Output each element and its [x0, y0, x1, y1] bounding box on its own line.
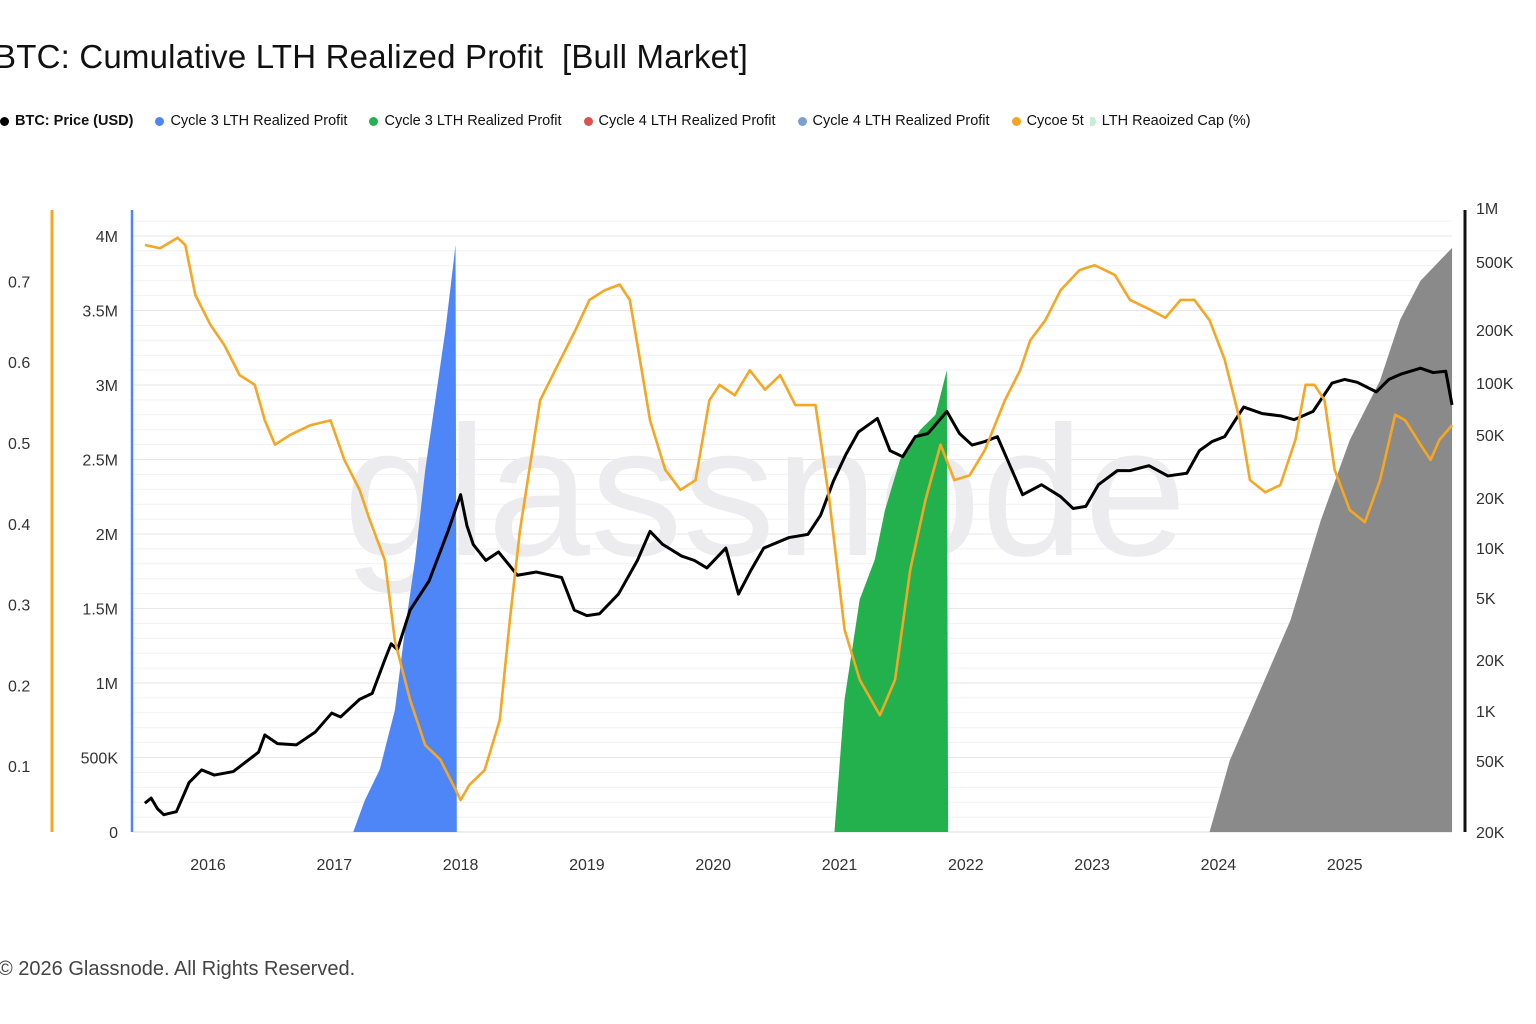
legend-item-btc-price[interactable]: BTC: Price (USD) [0, 113, 133, 129]
ratio-axis-tick-label: 0.3 [8, 598, 30, 615]
left-axis-tick-label: 500K [81, 751, 119, 768]
btc-price-line [143, 366, 1454, 817]
legend-marker [1011, 116, 1021, 126]
legend-label: Cycle 3 LTH Realized Profit [384, 113, 562, 129]
ratio-axis-tick-label: 0.2 [8, 678, 30, 695]
copyright-footer: © 2026 Glassnode. All Rights Reserved. [0, 958, 356, 980]
x-tick-label: 2025 [1327, 857, 1363, 874]
legend: BTC: Price (USD) Cycle 3 LTH Realized Pr… [0, 113, 1273, 129]
left-axis-tick-label: 4M [96, 229, 118, 246]
right-axis-tick-label: 20K [1476, 653, 1505, 670]
legend-label: Cycle 4 LTH Realized Profit [598, 113, 776, 129]
legend-item-cycle4-lightblue[interactable]: Cycle 4 LTH Realized Profit [797, 113, 990, 129]
right-axis-tick-label: 20K [1476, 491, 1505, 508]
area-series [834, 370, 949, 832]
legend-label: Cycoe 5t [1026, 113, 1084, 129]
x-tick-label: 2023 [1074, 857, 1110, 874]
right-axis-tick-label: 100K [1476, 376, 1514, 393]
legend-item-cycle3-blue[interactable]: Cycle 3 LTH Realized Profit [155, 113, 347, 129]
right-axis-tick-label: 1M [1476, 201, 1498, 218]
right-axis-tick-label: 20K [1476, 825, 1505, 842]
left-axis-tick-label: 2.5M [82, 453, 118, 470]
left-axis-tick-label: 3.5M [82, 304, 118, 321]
ratio-axis-tick-label: 0.1 [8, 759, 30, 776]
legend-marker [583, 116, 593, 126]
ratio-axis-tick-label: 0.6 [8, 355, 30, 372]
right-axis-tick-label: 500K [1476, 255, 1514, 272]
legend-item-cycle4-red[interactable]: Cycle 4 LTH Realized Profit [583, 113, 776, 129]
right-axis-tick-label: 50K [1476, 428, 1505, 445]
left-axis-tick-label: 3M [96, 378, 118, 395]
x-tick-label: 2021 [822, 857, 858, 874]
right-axis-tick-label: 10K [1476, 541, 1505, 558]
x-tick-label: 2018 [443, 857, 479, 874]
legend-marker [0, 116, 9, 126]
x-tick-label: 2020 [695, 857, 731, 874]
legend-marker [155, 116, 165, 126]
x-tick-label: 2016 [190, 857, 226, 874]
legend-label: Cycle 4 LTH Realized Profit [812, 113, 990, 129]
legend-item-cycle3-green[interactable]: Cycle 3 LTH Realized Profit [369, 113, 562, 129]
right-axis-tick-label: 5K [1476, 591, 1496, 608]
chart-title: BTC: Cumulative LTH Realized Profit [Bul… [0, 38, 748, 75]
lth-cap-line [144, 236, 1454, 802]
x-tick-label: 2022 [948, 857, 984, 874]
ratio-axis-tick-label: 0.5 [8, 436, 30, 453]
legend-label: BTC: Price (USD) [15, 113, 134, 129]
right-axis-tick-label: 200K [1476, 323, 1514, 340]
ratio-axis-tick-label: 0.7 [8, 274, 30, 291]
right-axis-tick-label: 1K [1476, 704, 1496, 721]
x-tick-label: 2019 [569, 857, 605, 874]
left-axis-tick-label: 1.5M [82, 602, 118, 619]
legend-label: Cycle 3 LTH Realized Profit [170, 113, 348, 129]
legend-marker [1089, 116, 1096, 126]
x-tick-label: 2017 [317, 857, 353, 874]
left-axis-tick-label: 1M [96, 676, 118, 693]
watermark: glassnode [343, 389, 1186, 595]
legend-marker [369, 116, 379, 126]
left-axis-tick-label: 0 [109, 825, 118, 842]
area-series [1209, 247, 1453, 833]
area-series [353, 244, 457, 832]
legend-item-lth-cap[interactable]: LTH Reaoized Cap (%) [1089, 113, 1251, 129]
legend-item-cycle5[interactable]: Cycoe 5t [1011, 113, 1084, 129]
legend-label: LTH Reaoized Cap (%) [1101, 113, 1251, 129]
legend-marker [797, 116, 807, 126]
ratio-axis-tick-label: 0.4 [8, 517, 30, 534]
left-axis-tick-label: 2M [96, 527, 118, 544]
x-tick-label: 2024 [1201, 857, 1237, 874]
right-axis-tick-label: 50K [1476, 754, 1505, 771]
